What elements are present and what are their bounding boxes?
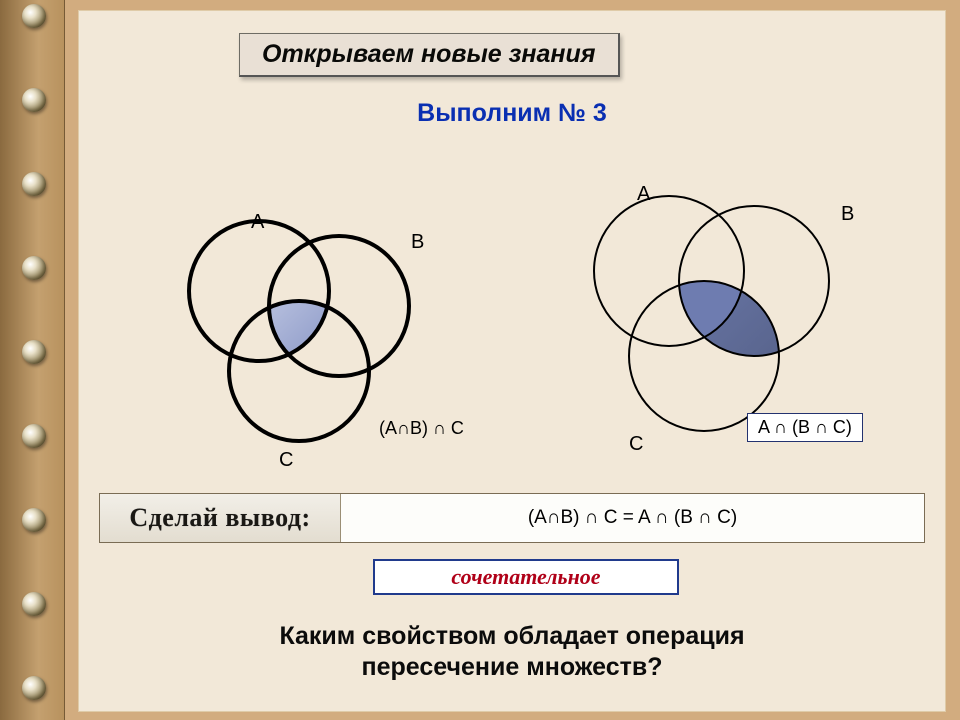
property-label: сочетательное — [451, 564, 600, 589]
label-B-left: B — [411, 231, 424, 254]
bulb — [22, 676, 46, 700]
bulb — [22, 592, 46, 616]
question-line1: Каким свойством обладает операция — [279, 622, 744, 650]
formula-left: (A∩B) ∩ C — [369, 415, 474, 442]
label-A-right: A — [637, 183, 650, 206]
conclusion-bar: Сделай вывод: (A∩B) ∩ C = A ∩ (B ∩ C) — [99, 493, 925, 543]
formula-right: A ∩ (B ∩ C) — [747, 413, 863, 442]
bulb — [22, 340, 46, 364]
label-B-right: B — [841, 203, 854, 226]
label-C-right: C — [629, 433, 643, 456]
bulb — [22, 508, 46, 532]
bulb — [22, 256, 46, 280]
conclusion-equation: (A∩B) ∩ C = A ∩ (B ∩ C) — [340, 494, 924, 542]
label-C-left: C — [279, 449, 293, 472]
bulb — [22, 172, 46, 196]
property-box: сочетательное — [373, 559, 679, 595]
label-A-left: A — [251, 211, 264, 234]
question: Каким свойством обладает операция пересе… — [79, 621, 945, 684]
question-line2: пересечение множеств? — [361, 653, 662, 681]
bulb — [22, 88, 46, 112]
banner-title: Открываем новые знания — [239, 33, 620, 77]
decor-strip — [0, 0, 65, 720]
bulb — [22, 424, 46, 448]
conclusion-prompt: Сделай вывод: — [100, 494, 340, 542]
subtitle: Выполним № 3 — [79, 99, 945, 128]
bulb — [22, 4, 46, 28]
slide: Открываем новые знания Выполним № 3 A B … — [78, 10, 946, 712]
